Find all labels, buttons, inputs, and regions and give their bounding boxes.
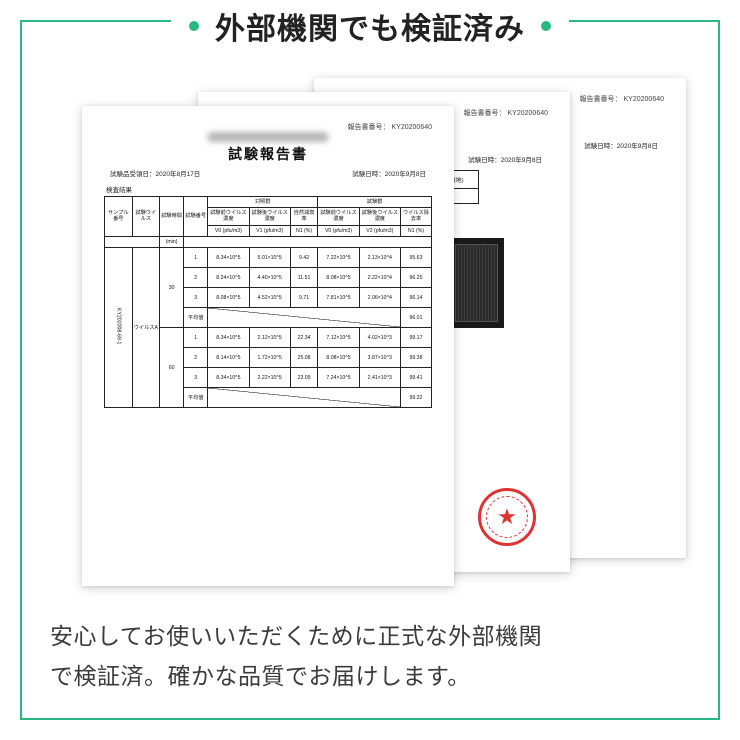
cell-time-60: 60 — [160, 328, 184, 408]
cell-avg: 平均値 — [184, 308, 208, 328]
th-u1: V0 (pfu/m3) — [208, 225, 249, 236]
date-right: 試験日時：2020年9月8日 — [468, 154, 542, 164]
date-right: 試験日時：2020年9月8日 — [352, 168, 426, 178]
date-right: 試験日時：2020年9月8日 — [584, 140, 658, 150]
cell-virus: ウイルスA — [132, 248, 160, 408]
report-number: 報告書番号： KY20200640 — [580, 94, 664, 104]
results-table: サンプル番号 試験ウイルス 試験時間 試験番号 対照群 試験群 試験前ウイルス濃… — [104, 196, 432, 408]
avg-slash — [208, 388, 401, 408]
report-doc-1: 報告書番号： KY20200640 試験報告書 試験品受領日：2020年8月17… — [82, 106, 454, 586]
cell-time-30: 30 — [160, 248, 184, 328]
report-no-value: KY20200640 — [624, 96, 664, 103]
th-group-control: 対照群 — [208, 197, 318, 208]
th-virus: 試験ウイルス — [132, 197, 160, 237]
th-sample: サンプル番号 — [105, 197, 133, 237]
doc-dates: 試験品受領日：2020年8月17日 試験日時：2020年9月8日 — [104, 168, 432, 182]
caption-line-2: で検証済。確かな品質でお届けします。 — [50, 663, 471, 689]
th-group-test: 試験群 — [318, 197, 432, 208]
dot-right — [541, 21, 551, 31]
doc-title: 試験報告書 — [104, 144, 432, 164]
th-r: ウイルス除去率 — [400, 208, 431, 225]
org-name-blurred — [208, 132, 328, 142]
results-label: 検査結果 — [106, 184, 432, 194]
report-number: 報告書番号： KY20200640 — [348, 122, 432, 132]
report-number: 報告書番号： KY20200640 — [464, 108, 548, 118]
title-wrap: 外部機関でも検証済み — [171, 4, 569, 48]
td-no: 1 — [184, 248, 208, 268]
caption-line-1: 安心してお使いいただくために正式な外部機関 — [50, 623, 542, 649]
th-testno: 試験番号 — [184, 197, 208, 237]
th-u3: N1 (%) — [290, 225, 318, 236]
documents-area: 報告書番号： KY20200640 告書 試験日時：2020年9月8日 報告書番… — [52, 72, 688, 572]
th-c3: 試験前ウイルス濃度 — [318, 208, 359, 225]
th-n1: 自然減衰率 — [290, 208, 318, 225]
th-time: 試験時間 — [160, 197, 184, 237]
th-c4: 試験後ウイルス濃度 — [359, 208, 400, 225]
accent-frame: 外部機関でも検証済み 報告書番号： KY20200640 告書 試験日時：202… — [20, 20, 720, 720]
report-no-label: 報告書番号 — [580, 96, 615, 103]
main-title: 外部機関でも検証済み — [215, 4, 525, 48]
date-left: 試験品受領日：2020年8月17日 — [110, 168, 200, 178]
cell-avg: 平均値 — [184, 388, 208, 408]
th-u4: V0 (pfu/m3) — [318, 225, 359, 236]
th-u2: V1 (pfu/m3) — [249, 225, 290, 236]
th-c2: 試験後ウイルス濃度 — [249, 208, 290, 225]
caption-text: 安心してお使いいただくために正式な外部機関 で検証済。確かな品質でお届けします。 — [50, 616, 690, 697]
cell-sample-id: KY202008-69-1 — [105, 248, 133, 408]
th-u6: N1 (%) — [400, 225, 431, 236]
official-seal-icon: ★ — [478, 488, 536, 546]
dot-left — [189, 21, 199, 31]
th-time-unit: (min) — [160, 236, 184, 247]
th-c1: 試験前ウイルス濃度 — [208, 208, 249, 225]
th-u5: V2 (pfu/m3) — [359, 225, 400, 236]
avg-slash — [208, 308, 401, 328]
